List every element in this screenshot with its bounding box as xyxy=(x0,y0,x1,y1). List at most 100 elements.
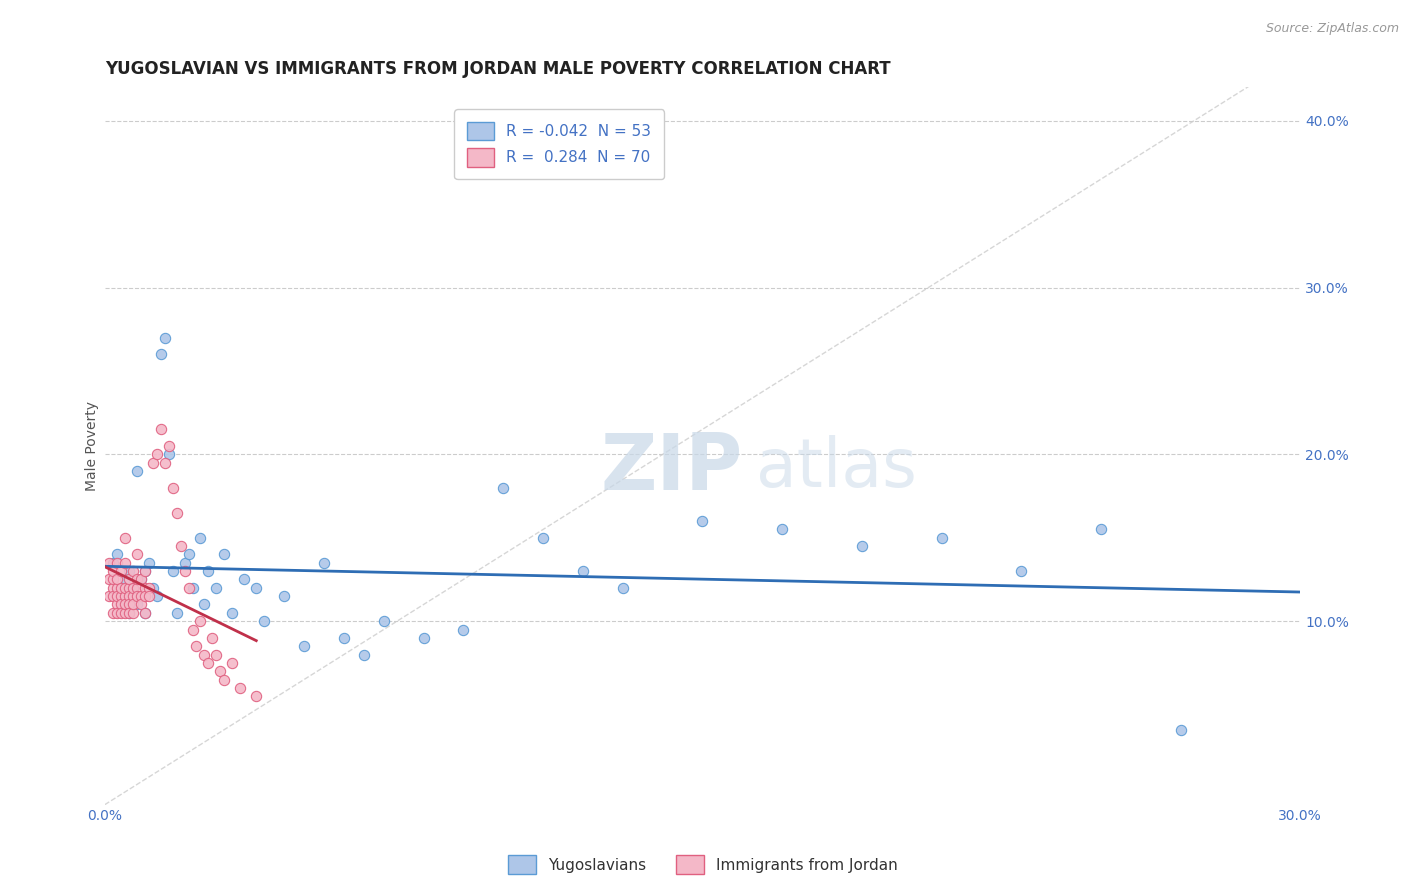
Text: ZIP: ZIP xyxy=(600,430,744,506)
Point xyxy=(157,447,180,461)
Point xyxy=(153,456,176,470)
Point xyxy=(181,581,204,595)
Point xyxy=(118,589,141,603)
Point xyxy=(312,556,335,570)
Point xyxy=(572,564,595,578)
Point xyxy=(125,598,148,612)
Point xyxy=(162,564,184,578)
Point xyxy=(245,581,267,595)
Point xyxy=(114,598,136,612)
Point xyxy=(101,581,124,595)
Point xyxy=(1170,723,1192,737)
Point xyxy=(173,556,195,570)
Point xyxy=(110,581,132,595)
Point xyxy=(233,573,256,587)
Point xyxy=(177,548,200,562)
Point xyxy=(166,506,188,520)
Point xyxy=(129,573,152,587)
Point xyxy=(129,598,152,612)
Point xyxy=(125,573,148,587)
Point xyxy=(101,564,124,578)
Point xyxy=(142,456,165,470)
Point xyxy=(770,523,793,537)
Point xyxy=(105,598,128,612)
Point xyxy=(221,606,243,620)
Point xyxy=(197,564,219,578)
Text: YUGOSLAVIAN VS IMMIGRANTS FROM JORDAN MALE POVERTY CORRELATION CHART: YUGOSLAVIAN VS IMMIGRANTS FROM JORDAN MA… xyxy=(105,60,890,78)
Point xyxy=(1090,523,1112,537)
Point xyxy=(186,639,208,653)
Point xyxy=(105,556,128,570)
Point xyxy=(145,589,167,603)
Point xyxy=(138,589,160,603)
Point xyxy=(134,606,156,620)
Point xyxy=(190,614,212,628)
Point xyxy=(245,690,267,704)
Point xyxy=(229,681,252,695)
Point xyxy=(114,589,136,603)
Text: atlas: atlas xyxy=(756,434,917,500)
Point xyxy=(114,573,136,587)
Point xyxy=(121,581,143,595)
Point xyxy=(1010,564,1032,578)
Point xyxy=(125,548,148,562)
Legend: Yugoslavians, Immigrants from Jordan: Yugoslavians, Immigrants from Jordan xyxy=(502,849,904,880)
Point xyxy=(492,481,515,495)
Point xyxy=(373,614,395,628)
Point xyxy=(110,564,132,578)
Point xyxy=(692,514,714,528)
Point xyxy=(145,447,167,461)
Point xyxy=(149,347,172,361)
Point xyxy=(333,631,356,645)
Point xyxy=(105,606,128,620)
Point xyxy=(931,531,953,545)
Point xyxy=(118,606,141,620)
Point xyxy=(162,481,184,495)
Point xyxy=(110,598,132,612)
Point xyxy=(105,548,128,562)
Text: Source: ZipAtlas.com: Source: ZipAtlas.com xyxy=(1265,22,1399,36)
Point xyxy=(114,531,136,545)
Point xyxy=(121,589,143,603)
Point xyxy=(273,589,295,603)
Point xyxy=(197,656,219,670)
Point xyxy=(134,581,156,595)
Point xyxy=(97,589,120,603)
Point xyxy=(190,531,212,545)
Point xyxy=(125,589,148,603)
Point xyxy=(110,606,132,620)
Point xyxy=(97,556,120,570)
Point xyxy=(118,598,141,612)
Point xyxy=(134,564,156,578)
Point xyxy=(169,539,191,553)
Point xyxy=(412,631,434,645)
Point xyxy=(101,606,124,620)
Point xyxy=(114,556,136,570)
Point xyxy=(97,573,120,587)
Point xyxy=(193,598,215,612)
Point xyxy=(214,548,236,562)
Point xyxy=(129,589,152,603)
Point xyxy=(353,648,375,662)
Point xyxy=(105,589,128,603)
Point xyxy=(101,589,124,603)
Point xyxy=(110,589,132,603)
Point xyxy=(125,464,148,478)
Point xyxy=(114,606,136,620)
Point xyxy=(253,614,276,628)
Point xyxy=(121,606,143,620)
Point xyxy=(166,606,188,620)
Point xyxy=(138,581,160,595)
Point xyxy=(118,564,141,578)
Point xyxy=(134,564,156,578)
Point xyxy=(110,598,132,612)
Point xyxy=(193,648,215,662)
Point xyxy=(177,581,200,595)
Point xyxy=(221,656,243,670)
Point xyxy=(134,606,156,620)
Point xyxy=(101,556,124,570)
Point xyxy=(531,531,554,545)
Point xyxy=(851,539,873,553)
Point xyxy=(118,581,141,595)
Point xyxy=(149,422,172,436)
